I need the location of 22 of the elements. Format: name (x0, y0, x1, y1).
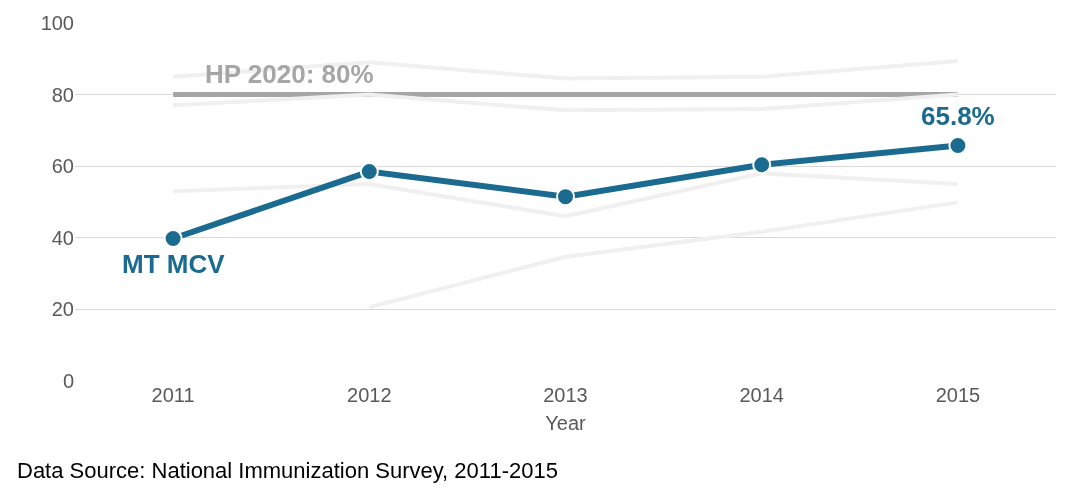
x-tick-label: 2012 (347, 384, 392, 406)
point (556, 187, 575, 207)
y-tick-label: 80 (51, 83, 74, 106)
line-series (367, 200, 960, 310)
y-tick-label: 20 (51, 298, 74, 321)
x-tick-label: 2011 (151, 384, 195, 406)
series-label: MT MCV (122, 249, 226, 279)
x-tick-label: 2013 (543, 384, 588, 406)
y-tick-label: 60 (51, 155, 74, 178)
point (359, 162, 379, 182)
y-tick-label: 100 (40, 12, 74, 34)
point (163, 229, 183, 249)
source-note: Data Source: National Immunization Survey, 2011-2015 (17, 458, 558, 483)
x-axis-title: Year (545, 411, 587, 434)
data-label: 65.8% (921, 101, 995, 131)
ref-line-label: HP 2020: 80% (205, 59, 374, 89)
point (752, 155, 772, 175)
y-tick-label: 0 (62, 370, 74, 392)
point (948, 135, 968, 155)
x-tick-label: 2014 (739, 384, 784, 406)
x-tick-label: 2015 (935, 384, 981, 406)
y-tick-label: 40 (51, 226, 74, 249)
